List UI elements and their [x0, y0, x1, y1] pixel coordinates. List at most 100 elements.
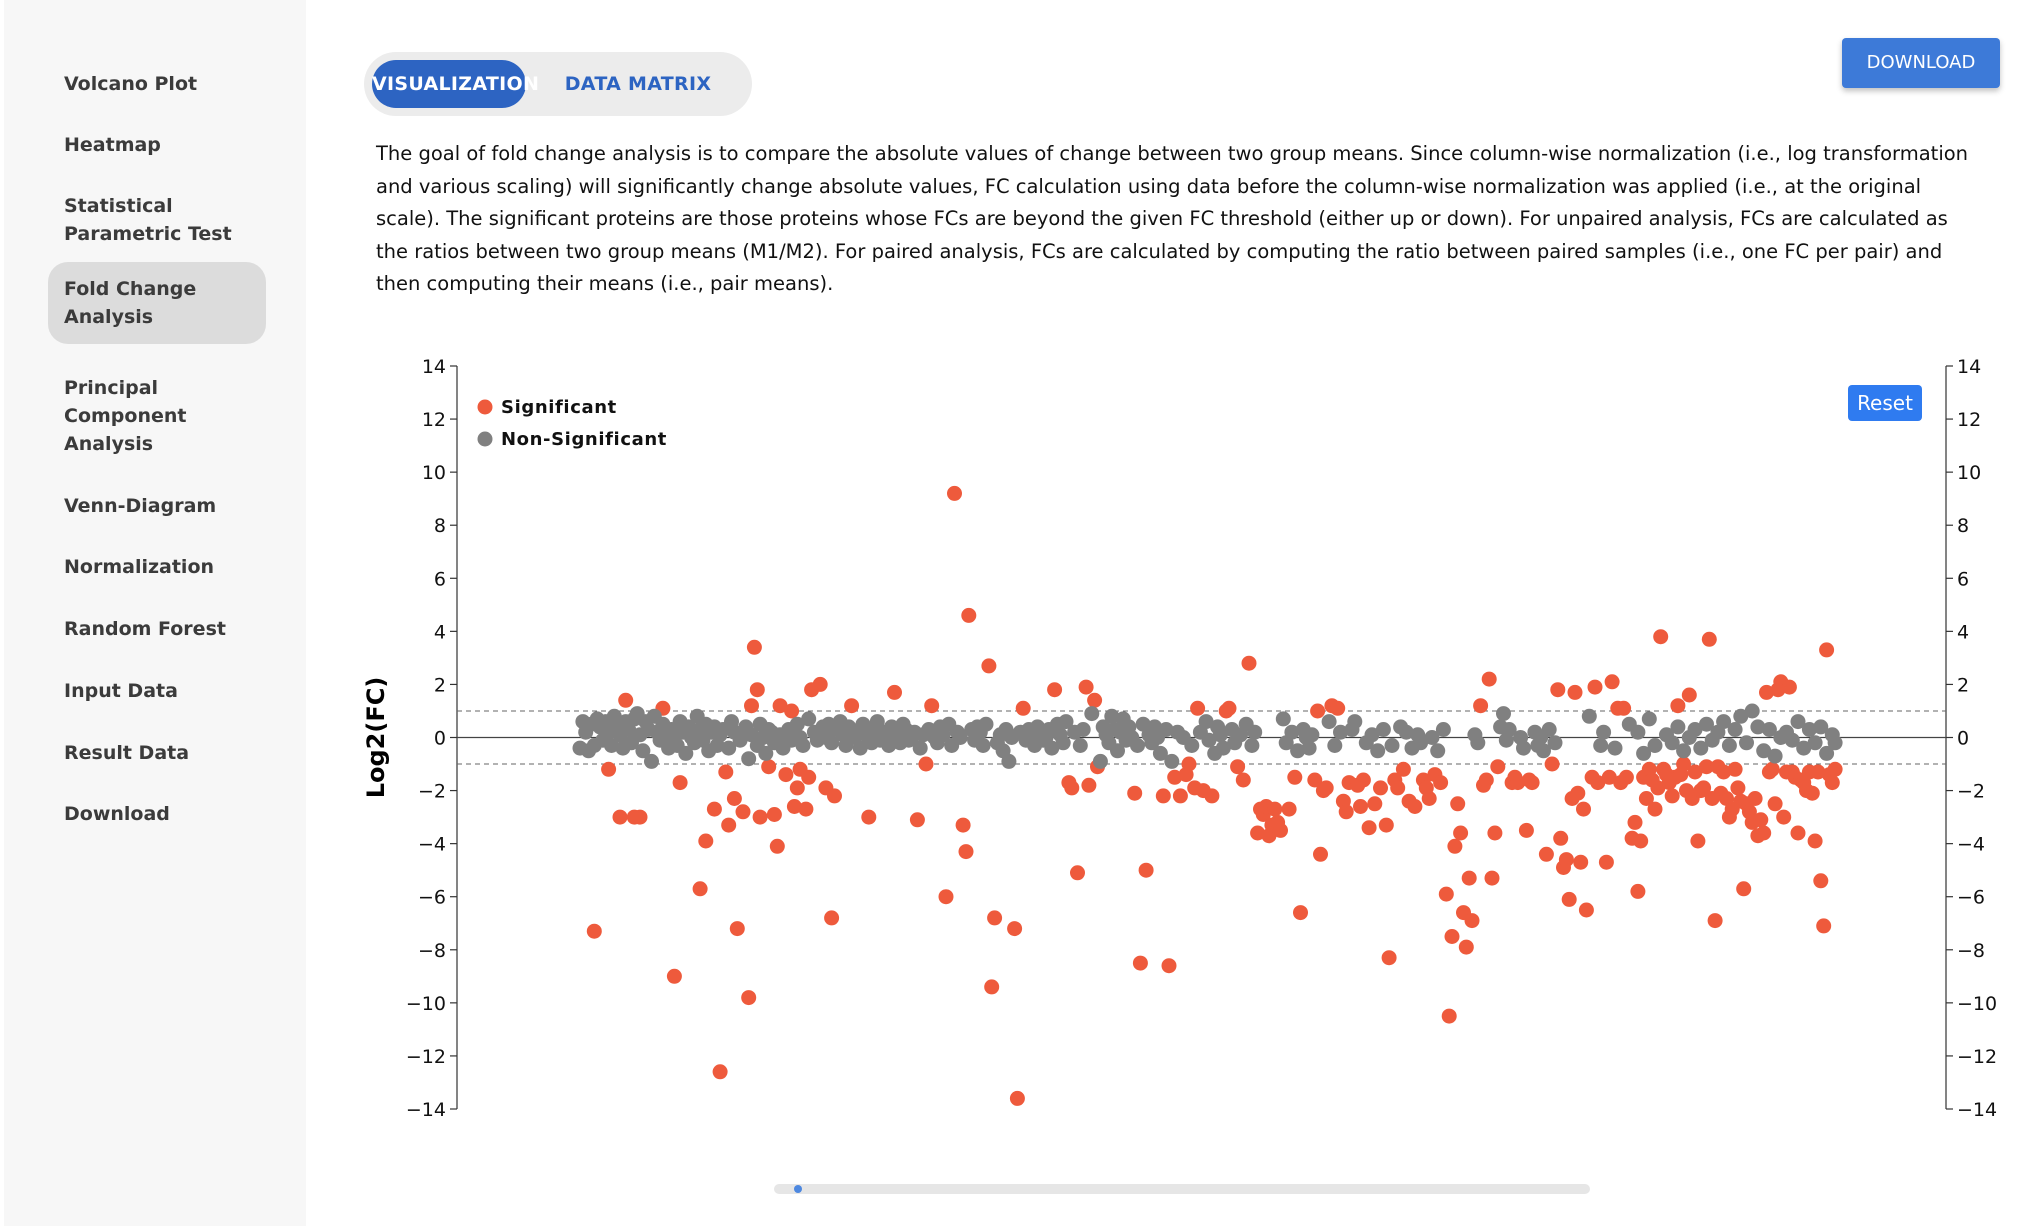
sidebar-item-volcano-plot[interactable]: Volcano Plot — [48, 60, 266, 108]
significant-point — [1070, 865, 1085, 881]
legend-label: Non-Significant — [501, 429, 667, 450]
significant-point — [1287, 769, 1303, 785]
significant-point — [752, 809, 768, 825]
significant-point — [761, 759, 777, 775]
non-significant-point — [1496, 706, 1511, 722]
y-tick-label-right: 4 — [1957, 621, 1969, 643]
significant-point — [1395, 761, 1411, 777]
non-significant-point — [1084, 706, 1100, 722]
significant-point — [1687, 764, 1703, 780]
significant-point — [586, 923, 602, 939]
significant-point — [1433, 775, 1449, 791]
significant-point — [1047, 682, 1063, 698]
significant-point — [1478, 772, 1494, 788]
non-significant-point — [1744, 703, 1760, 719]
tab-data-matrix[interactable]: DATA MATRIX — [564, 73, 712, 95]
non-significant-point — [1676, 743, 1692, 759]
significant-point — [1293, 905, 1308, 921]
significant-point — [824, 910, 840, 926]
reset-zoom-button[interactable]: Reset — [1848, 385, 1922, 421]
significant-point — [1250, 825, 1266, 841]
significant-point — [1690, 833, 1706, 849]
non-significant-point — [1055, 735, 1071, 751]
significant-point — [1230, 759, 1246, 775]
non-significant-point — [678, 745, 694, 761]
significant-point — [612, 809, 628, 825]
significant-point — [1587, 679, 1603, 695]
significant-point — [1650, 780, 1666, 796]
significant-point — [1573, 854, 1589, 870]
significant-point — [1373, 780, 1388, 796]
significant-point — [1181, 756, 1197, 772]
significant-point — [1190, 700, 1206, 716]
y-tick-label-left: 2 — [434, 674, 446, 696]
scrollbar-thumb[interactable] — [794, 1185, 802, 1193]
significant-point — [1633, 833, 1649, 849]
significant-point — [1009, 1090, 1025, 1106]
sidebar-item-fold-change-analysis[interactable]: Fold Change Analysis — [48, 262, 266, 344]
non-significant-point — [1158, 722, 1174, 737]
significant-point — [1759, 684, 1774, 700]
y-tick-label-left: 12 — [422, 409, 446, 431]
significant-point — [618, 692, 634, 708]
significant-point — [1561, 891, 1577, 907]
significant-point — [1458, 939, 1474, 955]
sidebar-item-result-data[interactable]: Result Data — [48, 729, 266, 777]
sidebar-item-download[interactable]: Download — [48, 790, 266, 838]
significant-point — [721, 817, 737, 833]
download-button[interactable]: DOWNLOAD — [1842, 38, 2000, 88]
tab-visualization[interactable]: VISUALIZATION — [372, 60, 539, 108]
sidebar-item-input-data[interactable]: Input Data — [48, 667, 266, 715]
significant-point — [1078, 679, 1094, 695]
significant-point — [1576, 801, 1591, 817]
sidebar-item-venn-diagram[interactable]: Venn-Diagram — [48, 482, 266, 530]
non-significant-point — [604, 738, 619, 753]
y-tick-label-right: −12 — [1957, 1046, 1997, 1068]
non-significant-point — [1072, 738, 1088, 753]
y-tick-label-right: 6 — [1957, 568, 1969, 590]
y-tick-label-right: 0 — [1957, 728, 1969, 750]
non-significant-point — [1536, 743, 1551, 759]
y-tick-label-right: 12 — [1957, 409, 1981, 431]
significant-point — [1553, 830, 1569, 846]
significant-point — [1604, 674, 1620, 690]
non-significant-point — [1215, 740, 1231, 756]
sidebar-item-random-forest[interactable]: Random Forest — [48, 605, 266, 653]
sidebar-item-label: Volcano Plot — [64, 73, 198, 95]
sidebar-item-heatmap[interactable]: Heatmap — [48, 121, 266, 169]
y-tick-label-left: 6 — [434, 568, 446, 590]
significant-point — [1638, 791, 1654, 806]
significant-point — [1558, 852, 1574, 868]
horizontal-scrollbar[interactable] — [774, 1184, 1590, 1194]
non-significant-point — [1284, 724, 1300, 740]
non-significant-point — [1321, 714, 1337, 730]
non-significant-point — [1607, 740, 1623, 756]
significant-point — [1127, 785, 1143, 801]
y-tick-label-left: −14 — [406, 1099, 446, 1121]
non-significant-point — [1375, 722, 1391, 737]
significant-point — [984, 979, 1000, 995]
significant-point — [729, 921, 745, 937]
significant-point — [1824, 775, 1840, 791]
sidebar-item-statistical-parametric-test[interactable]: Statistical Parametric Test — [48, 182, 266, 258]
significant-point — [1453, 825, 1469, 841]
significant-point — [1598, 854, 1614, 870]
sidebar-item-principal-component-analysis[interactable]: Principal Component Analysis — [48, 364, 266, 468]
y-tick-label-left: 0 — [434, 728, 446, 750]
significant-point — [726, 791, 742, 806]
non-significant-point — [741, 751, 757, 767]
sidebar-item-normalization[interactable]: Normalization — [48, 543, 266, 591]
y-tick-label-left: −12 — [406, 1046, 446, 1068]
significant-point — [1330, 700, 1346, 716]
non-significant-point — [721, 740, 737, 756]
significant-point — [1676, 756, 1692, 772]
non-significant-point — [852, 740, 868, 756]
significant-point — [1630, 883, 1646, 899]
significant-point — [1338, 804, 1354, 820]
non-significant-point — [1364, 727, 1380, 743]
legend-marker — [477, 399, 493, 415]
significant-point — [812, 676, 828, 692]
non-significant-point — [1801, 722, 1817, 737]
significant-point — [1747, 791, 1763, 806]
